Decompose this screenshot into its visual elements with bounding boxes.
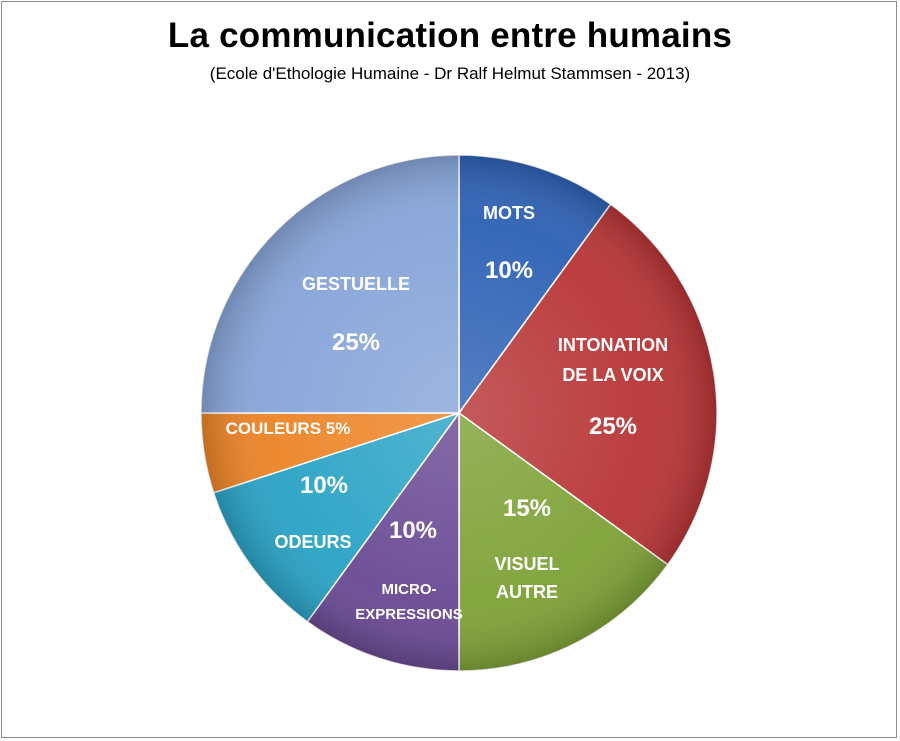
slice-label-visuel-autre: VISUEL AUTRE bbox=[494, 554, 559, 602]
slice-value-visuel-autre: 15% bbox=[503, 495, 551, 522]
chart-title: La communication entre humains bbox=[167, 16, 733, 55]
slice-label-mots: MOTS bbox=[483, 203, 535, 223]
slice-label-micro-expressions: MICRO-EXPRESSIONS bbox=[355, 581, 463, 623]
slice-value-micro-expressions: 10% bbox=[389, 517, 437, 544]
slice-value-gestuelle: 25% bbox=[332, 329, 380, 356]
slice-label-gestuelle: GESTUELLE bbox=[302, 274, 410, 294]
slice-value-odeurs: 10% bbox=[300, 472, 348, 499]
slice-value-mots: 10% bbox=[485, 257, 533, 284]
slice-value-intonation-de-la-voix: 25% bbox=[589, 413, 637, 440]
slice-label-couleurs: COULEURS 5% bbox=[226, 419, 351, 438]
chart-subtitle: (Ecole d'Ethologie Humaine - Dr Ralf Hel… bbox=[209, 64, 691, 83]
slice-label-intonation-de-la-voix: INTONATION DE LA VOIX bbox=[558, 335, 668, 385]
slice-label-odeurs: ODEURS bbox=[274, 532, 351, 552]
